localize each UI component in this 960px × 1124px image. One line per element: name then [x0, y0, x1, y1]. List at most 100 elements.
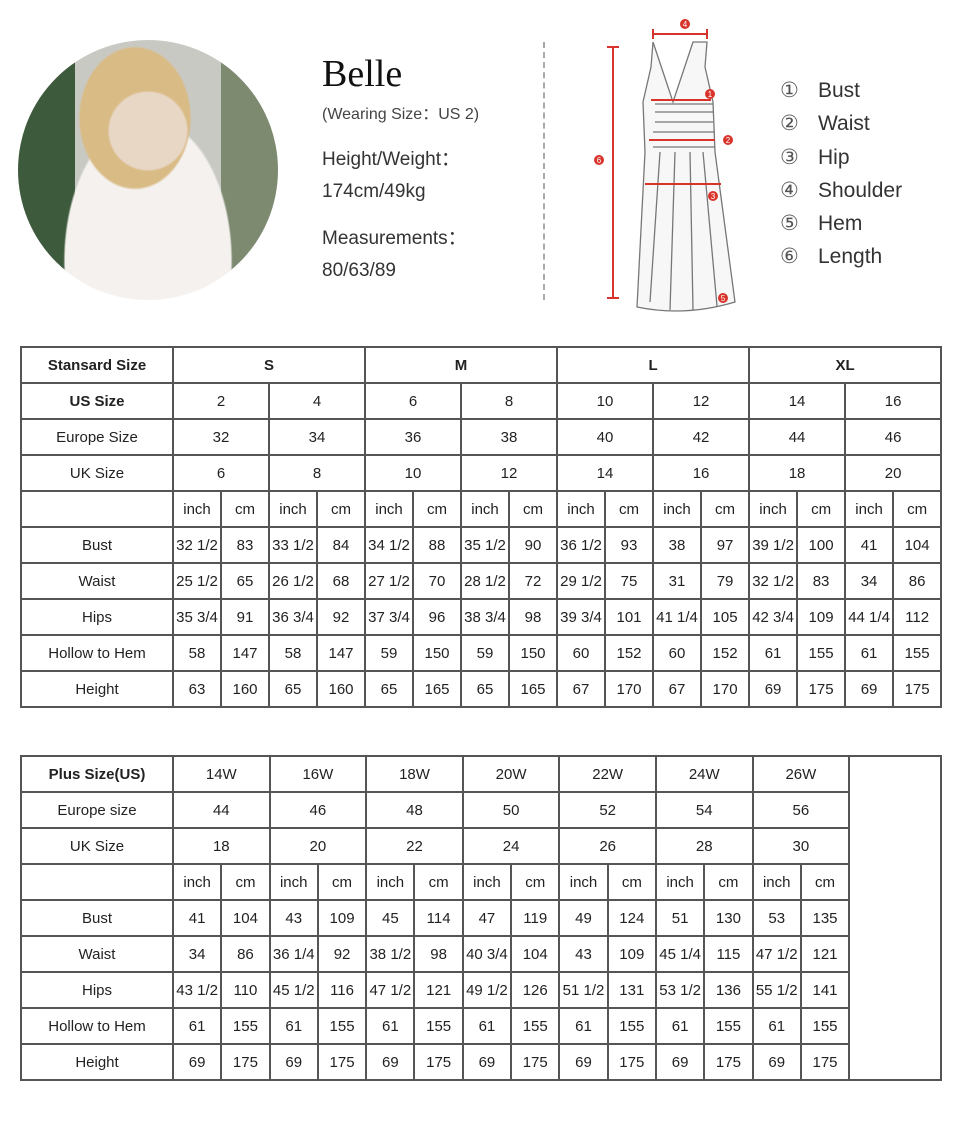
dress-diagram: 4 1 2 3 5 6 — [594, 19, 736, 312]
table-cell: 39 1/2 — [748, 526, 799, 564]
marker-2 — [723, 135, 733, 145]
row-label: Hips — [20, 598, 174, 636]
table-cell: 39 3/4 — [556, 598, 607, 636]
table-cell: 14 — [556, 454, 655, 492]
table-cell: 86 — [892, 562, 943, 600]
table-cell: 92 — [316, 935, 368, 973]
table-cell: 43 1/2 — [171, 971, 223, 1009]
row-label: Europe size — [20, 791, 174, 829]
table-cell: 155 — [606, 1007, 657, 1045]
row-label: Hips — [20, 971, 174, 1009]
table-cell: 147 — [315, 634, 367, 672]
measurements-label: Measurements： — [322, 228, 467, 249]
table-cell: 86 — [220, 935, 271, 973]
table-cell: 69 — [751, 1043, 802, 1081]
table-cell: 93 — [604, 526, 655, 564]
plus-size-header: 22W — [558, 755, 657, 793]
table-cell: 67 — [556, 670, 607, 708]
table-cell: 141 — [799, 971, 851, 1009]
table-row: Height 63 160 65 160 65 165 65 165 67 170 67 170 69 17… — [20, 670, 943, 708]
table-cell: 46 — [844, 418, 943, 456]
table-cell: 67 — [652, 670, 703, 708]
svg-text:5: 5 — [721, 294, 726, 303]
table-cell: 36 1/2 — [556, 526, 607, 564]
measurements-value: 80/63/89 — [322, 260, 396, 281]
table-cell: 155 — [703, 1007, 754, 1045]
table-cell: 115 — [703, 935, 754, 973]
table-cell: 105 — [700, 598, 751, 636]
size-group-s: S — [171, 346, 367, 384]
table-cell: 175 — [220, 1043, 271, 1081]
table-row: Height 69 175 69 175 69 175 69 175 69 175 69 175 69 17… — [20, 1043, 941, 1081]
table-cell: 34 — [171, 935, 223, 973]
table-cell: 40 3/4 — [461, 935, 513, 973]
measurement-legend: ① Bust ② Waist ③ Hip ④ Shoulder ⑤ Hem ⑥ Length — [780, 78, 902, 278]
unit-header: inch — [172, 490, 222, 528]
table-cell: 63 — [172, 670, 222, 708]
table-cell: 83 — [220, 526, 270, 564]
table-cell: 83 — [796, 562, 847, 600]
table-cell: 8 — [267, 454, 367, 492]
table-cell: 69 — [844, 670, 895, 708]
unit-header: cm — [606, 863, 657, 901]
table-cell: 155 — [220, 1007, 271, 1045]
standard-size-table: Stansard Size S M L XL US Size 2 4 6 8 10 12 14 16 Eur… — [20, 346, 943, 708]
table-cell: 18 — [172, 827, 271, 865]
table-cell: 25 1/2 — [172, 562, 222, 600]
table-cell: 43 — [558, 935, 609, 973]
unit-header: cm — [412, 490, 463, 528]
table-cell: 150 — [412, 634, 463, 672]
table-cell: 12 — [460, 454, 559, 492]
table-cell: 60 — [556, 634, 607, 672]
table-cell: 175 — [606, 1043, 657, 1081]
height-weight-label: Height/Weight： — [322, 149, 460, 170]
table-cell: 42 3/4 — [748, 598, 799, 636]
unit-header: inch — [365, 863, 416, 901]
table-cell: 44 1/4 — [844, 598, 895, 636]
unit-header: cm — [413, 863, 464, 901]
table-cell: 52 — [558, 791, 657, 829]
length-line — [607, 46, 619, 299]
unit-header: cm — [604, 490, 655, 528]
unit-header: inch — [844, 490, 895, 528]
table-row: Bust 41 104 43 109 45 114 47 119 49 124 51 130 53 135 — [20, 899, 941, 937]
row-label: Waist — [20, 935, 174, 973]
row-label: US Size — [20, 382, 174, 420]
table-cell: 91 — [220, 598, 270, 636]
table-cell: 6 — [364, 382, 463, 420]
plus-size-header: 20W — [461, 755, 561, 793]
table-cell: 45 — [365, 899, 416, 937]
table-cell: 24 — [461, 827, 561, 865]
table-cell: 4 — [267, 382, 367, 420]
table-cell: 65 — [364, 670, 415, 708]
table-cell: 55 1/2 — [751, 971, 802, 1009]
svg-text:1: 1 — [708, 90, 713, 99]
table-cell: 53 — [751, 899, 802, 937]
table-cell: 160 — [315, 670, 367, 708]
table-cell: 14 — [748, 382, 847, 420]
row-label: Height — [20, 670, 174, 708]
row-label: Height — [20, 1043, 174, 1081]
shoulder-line — [652, 29, 708, 39]
table-cell: 29 1/2 — [556, 562, 607, 600]
table-cell: 147 — [220, 634, 270, 672]
table-row: inch cm inch cm inch cm inch cm inch cm inch cm inch… — [20, 863, 941, 901]
table-row: Hips 35 3/4 91 36 3/4 92 37 3/4 96 38 3/4 98 39 3… — [20, 598, 943, 636]
table-cell: 68 — [315, 562, 367, 600]
table-cell: 170 — [604, 670, 655, 708]
table-cell: 26 1/2 — [268, 562, 318, 600]
unit-header: cm — [315, 490, 367, 528]
unit-header: inch — [268, 490, 318, 528]
unit-header: cm — [892, 490, 943, 528]
table-cell: 96 — [412, 598, 463, 636]
table-cell: 90 — [508, 526, 559, 564]
table-cell: 61 — [461, 1007, 513, 1045]
table-cell: 47 1/2 — [365, 971, 416, 1009]
svg-text:4: 4 — [683, 20, 688, 29]
size-group-xl: XL — [748, 346, 943, 384]
table-cell: 69 — [171, 1043, 223, 1081]
table-cell: 32 — [172, 418, 270, 456]
table-row: US Size 2 4 6 8 10 12 14 16 — [20, 382, 943, 420]
table-cell: 8 — [460, 382, 559, 420]
table-row: Bust 32 1/2 83 33 1/2 84 34 1/2 88 35 1/2 90 36 1… — [20, 526, 943, 564]
